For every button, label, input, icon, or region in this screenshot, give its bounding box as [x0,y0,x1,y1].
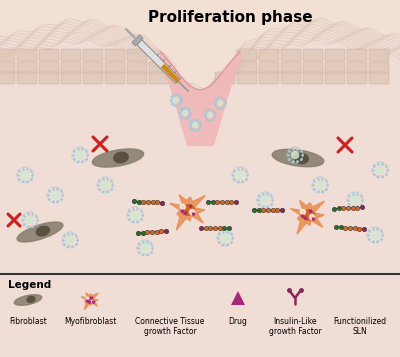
Circle shape [316,181,324,189]
Polygon shape [272,149,324,167]
Text: Legend: Legend [8,280,51,290]
Circle shape [376,166,384,174]
Circle shape [217,100,223,106]
Ellipse shape [36,226,49,236]
FancyBboxPatch shape [347,72,367,84]
Text: Functionilized
SLN: Functionilized SLN [334,317,386,336]
FancyBboxPatch shape [0,49,15,61]
FancyBboxPatch shape [369,49,389,61]
FancyBboxPatch shape [17,72,37,84]
Circle shape [173,97,179,103]
Text: Proliferation phase: Proliferation phase [148,10,312,25]
Circle shape [66,236,74,244]
FancyBboxPatch shape [369,62,389,74]
FancyBboxPatch shape [215,72,235,84]
Circle shape [192,122,198,128]
FancyBboxPatch shape [347,62,367,74]
FancyBboxPatch shape [303,49,323,61]
FancyBboxPatch shape [127,49,147,61]
FancyBboxPatch shape [61,62,81,74]
Circle shape [51,191,59,199]
FancyBboxPatch shape [17,49,37,61]
Circle shape [182,110,188,116]
FancyBboxPatch shape [281,72,301,84]
FancyBboxPatch shape [259,49,279,61]
FancyBboxPatch shape [281,62,301,74]
Circle shape [21,171,29,179]
FancyBboxPatch shape [149,72,169,84]
Polygon shape [92,149,144,167]
Circle shape [86,297,89,300]
FancyBboxPatch shape [127,62,147,74]
FancyBboxPatch shape [325,62,345,74]
Ellipse shape [114,152,128,163]
Polygon shape [14,295,42,305]
Circle shape [76,151,84,159]
FancyBboxPatch shape [83,49,103,61]
FancyBboxPatch shape [281,49,301,61]
FancyBboxPatch shape [325,49,345,61]
FancyBboxPatch shape [259,62,279,74]
Ellipse shape [27,296,35,302]
Polygon shape [290,201,324,234]
FancyBboxPatch shape [39,72,59,84]
Polygon shape [81,293,98,310]
FancyBboxPatch shape [39,62,59,74]
Ellipse shape [87,297,93,302]
Circle shape [221,234,229,242]
Circle shape [180,204,185,210]
Circle shape [300,210,306,215]
FancyBboxPatch shape [105,62,125,74]
FancyBboxPatch shape [347,49,367,61]
Text: Fibroblast: Fibroblast [9,317,47,326]
FancyBboxPatch shape [0,62,15,74]
FancyBboxPatch shape [39,49,59,61]
FancyBboxPatch shape [303,62,323,74]
Circle shape [26,216,34,224]
FancyBboxPatch shape [303,72,323,84]
FancyBboxPatch shape [369,72,389,84]
Text: Connective Tissue
growth Factor: Connective Tissue growth Factor [135,317,205,336]
FancyBboxPatch shape [325,72,345,84]
Text: Drug: Drug [228,317,248,326]
FancyBboxPatch shape [237,62,257,74]
Circle shape [261,196,269,204]
FancyBboxPatch shape [61,49,81,61]
FancyBboxPatch shape [237,49,257,61]
Circle shape [351,196,359,204]
Ellipse shape [294,153,308,164]
Circle shape [371,231,379,239]
FancyBboxPatch shape [127,72,147,84]
Ellipse shape [302,210,314,220]
FancyBboxPatch shape [61,72,81,84]
Polygon shape [17,222,63,242]
Text: Insulin-Like
growth Factor: Insulin-Like growth Factor [269,317,321,336]
Circle shape [310,215,314,220]
Circle shape [236,171,244,179]
FancyBboxPatch shape [237,72,257,84]
Polygon shape [132,35,143,46]
Circle shape [291,151,299,159]
FancyBboxPatch shape [0,72,15,84]
Polygon shape [137,40,180,84]
Circle shape [101,181,109,189]
FancyBboxPatch shape [17,62,37,74]
Circle shape [131,211,139,219]
Polygon shape [170,195,205,230]
FancyBboxPatch shape [83,72,103,84]
FancyBboxPatch shape [259,72,279,84]
Text: Myofibroblast: Myofibroblast [64,317,116,326]
FancyBboxPatch shape [149,62,169,74]
FancyBboxPatch shape [105,49,125,61]
Polygon shape [161,64,180,83]
FancyBboxPatch shape [105,72,125,84]
Circle shape [91,300,93,302]
Ellipse shape [181,205,195,215]
Circle shape [190,210,195,215]
Circle shape [207,112,213,118]
FancyBboxPatch shape [83,62,103,74]
Circle shape [354,292,366,303]
Circle shape [141,244,149,252]
